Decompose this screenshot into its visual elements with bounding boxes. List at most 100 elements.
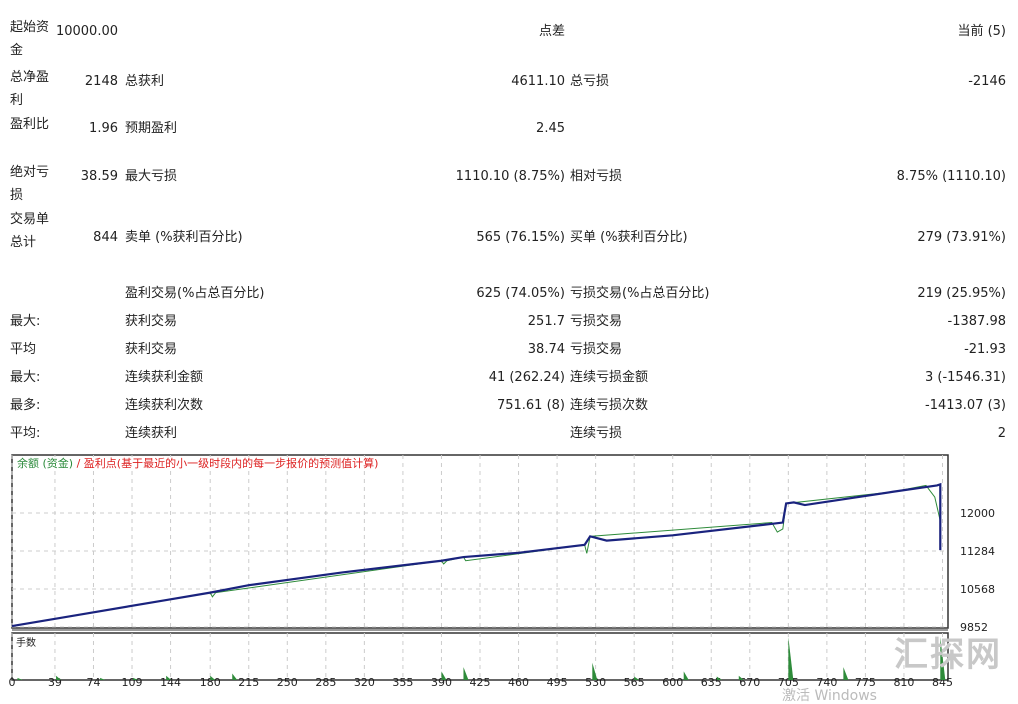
watermark-logo: 汇探网 xyxy=(894,635,1002,675)
x-tick-label: 215 xyxy=(238,676,259,689)
metric-value: 279 (73.91%) xyxy=(917,230,1006,245)
metric-label: 盈利交易(%占总百分比) xyxy=(125,286,265,301)
x-tick-label: 320 xyxy=(354,676,375,689)
row-label: 盈利比 xyxy=(10,117,50,132)
metric-value: 251.7 xyxy=(527,314,565,329)
volume-bar xyxy=(100,677,106,680)
x-tick-label: 740 xyxy=(816,676,837,689)
row-value: 10000.00 xyxy=(55,24,118,39)
x-tick-label: 460 xyxy=(508,676,529,689)
x-tick-label: 530 xyxy=(585,676,606,689)
metric-label: 最大亏损 xyxy=(125,169,178,184)
metric-label: 买单 (%获利百分比) xyxy=(570,230,688,245)
x-tick-label: 390 xyxy=(431,676,452,689)
metric-value: -1387.98 xyxy=(947,314,1006,329)
row-label: 最大: xyxy=(10,314,41,329)
metric-label: 连续获利金额 xyxy=(125,370,204,385)
y-tick-label: 12000 xyxy=(960,507,995,520)
x-tick-label: 845 xyxy=(932,676,953,689)
row-value: 844 xyxy=(93,230,118,245)
legend-title: / 盈利点(基于最近的小一级时段内的每一步报价的预测值计算) xyxy=(76,457,379,470)
row-label: 起始资金 xyxy=(10,20,50,58)
metric-label: 总获利 xyxy=(125,74,165,89)
x-tick-label: 635 xyxy=(701,676,722,689)
metric-value: 751.61 (8) xyxy=(496,398,565,413)
x-tick-label: 0 xyxy=(9,676,16,689)
row-label: 绝对亏损 xyxy=(10,165,50,203)
volume-bar xyxy=(17,677,23,680)
x-tick-label: 285 xyxy=(315,676,336,689)
row-label: 最多: xyxy=(10,398,41,413)
metric-label: 总亏损 xyxy=(570,74,610,89)
y-tick-label: 11284 xyxy=(960,545,995,558)
x-tick-label: 810 xyxy=(893,676,914,689)
metric-label: 获利交易 xyxy=(125,314,178,329)
metric-label: 预期盈利 xyxy=(125,121,178,136)
metric-label: 连续获利次数 xyxy=(125,398,204,413)
metric-value: 4611.10 xyxy=(511,74,565,89)
volume-label: 手数 xyxy=(16,636,36,649)
volume-bar xyxy=(940,637,946,680)
metric-label: 亏损交易(%占总百分比) xyxy=(570,286,710,301)
metric-value: 219 (25.95%) xyxy=(917,286,1006,301)
metric-value: 2.45 xyxy=(536,121,565,136)
x-tick-label: 565 xyxy=(624,676,645,689)
x-tick-label: 600 xyxy=(662,676,683,689)
metric-value: 41 (262.24) xyxy=(488,370,565,385)
volume-bar xyxy=(788,637,794,680)
series-balance xyxy=(11,482,942,628)
balance-chart: 0 39 74 109 144 180 215 250 285 320 355 390 425 460 49… xyxy=(9,454,995,689)
row-label: 最大: xyxy=(10,370,41,385)
legend-balance: 余额 (资金) xyxy=(17,457,74,470)
row-label: 交易单总计 xyxy=(10,212,50,250)
activate-windows-notice: 激活 Windows xyxy=(782,688,877,704)
row-value: 38.59 xyxy=(80,169,118,184)
metric-value: 38.74 xyxy=(527,342,565,357)
volume-bar xyxy=(843,667,849,680)
row-label: 平均 xyxy=(10,342,37,357)
volume-bar xyxy=(232,673,238,680)
metric-value: -1413.07 (3) xyxy=(925,398,1006,413)
metric-value: 565 (76.15%) xyxy=(476,230,565,245)
metric-value: 点差 xyxy=(538,24,565,39)
x-tick-label: 144 xyxy=(160,676,181,689)
x-tick-label: 109 xyxy=(122,676,143,689)
x-tick-label: 355 xyxy=(392,676,413,689)
y-tick-label: 9852 xyxy=(960,621,988,634)
metric-value: 2 xyxy=(997,426,1006,441)
volume-bar xyxy=(133,677,139,680)
metric-label: 相对亏损 xyxy=(570,169,623,184)
volume-bar xyxy=(463,667,469,680)
metric-label: 亏损交易 xyxy=(570,342,623,357)
metric-value: 625 (74.05%) xyxy=(476,286,565,301)
metric-value: 8.75% (1110.10) xyxy=(896,169,1006,184)
metric-value: 当前 (5) xyxy=(957,24,1006,39)
metric-label: 连续亏损次数 xyxy=(570,398,649,413)
metric-label: 连续亏损金额 xyxy=(570,370,649,385)
metric-value: 1110.10 (8.75%) xyxy=(455,169,565,184)
metric-value: -21.93 xyxy=(964,342,1006,357)
row-label: 平均: xyxy=(10,426,41,441)
metric-value: 3 (-1546.31) xyxy=(925,370,1006,385)
y-tick-label: 10568 xyxy=(960,583,995,596)
x-tick-label: 775 xyxy=(855,676,876,689)
metric-value: -2146 xyxy=(968,74,1006,89)
x-tick-label: 180 xyxy=(200,676,221,689)
chart-legend: 余额 (资金) / 盈利点(基于最近的小一级时段内的每一步报价的预测值计算) xyxy=(15,457,381,470)
x-tick-label: 425 xyxy=(470,676,491,689)
metric-label: 卖单 (%获利百分比) xyxy=(125,230,243,245)
x-tick-label: 670 xyxy=(739,676,760,689)
row-value: 2148 xyxy=(84,74,118,89)
metric-label: 亏损交易 xyxy=(570,314,623,329)
metric-label: 连续获利 xyxy=(125,426,178,441)
x-tick-label: 495 xyxy=(547,676,568,689)
row-label: 总净盈利 xyxy=(10,70,50,108)
x-tick-label: 74 xyxy=(86,676,100,689)
row-value: 1.96 xyxy=(89,121,118,136)
volume-bar xyxy=(592,662,598,680)
x-tick-label: 705 xyxy=(778,676,799,689)
metric-label: 获利交易 xyxy=(125,342,178,357)
x-tick-label: 39 xyxy=(48,676,62,689)
metric-label: 连续亏损 xyxy=(570,426,623,441)
volume-panel xyxy=(11,632,949,681)
